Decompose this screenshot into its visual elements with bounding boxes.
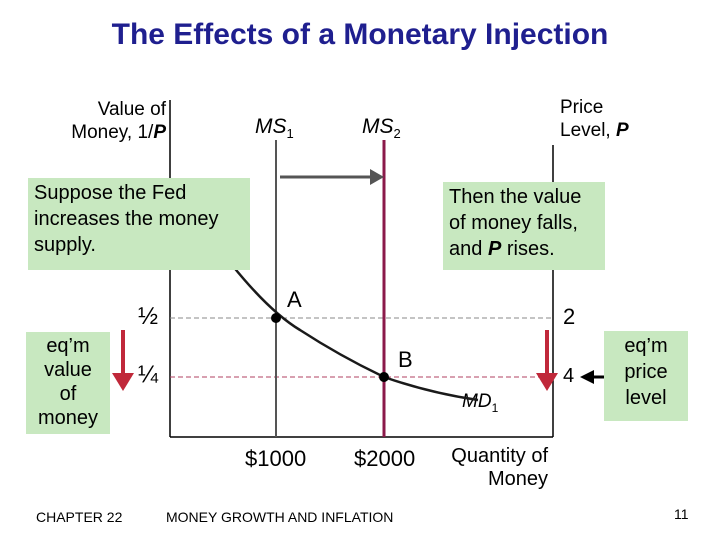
price-4-label: 4 <box>563 365 575 387</box>
slide-title: The Effects of a Monetary Injection <box>111 18 609 51</box>
md-curve <box>231 264 479 402</box>
eqm-price-label: eq’m price level <box>604 331 688 421</box>
value-down-arrowhead <box>112 373 134 391</box>
price-pointer-head <box>580 370 594 384</box>
price-up-arrowhead <box>536 373 558 391</box>
callout-value-falls: Then the value of money falls, and P ris… <box>443 182 605 270</box>
shift-arrowhead <box>370 169 384 185</box>
md-label: MD1 <box>462 391 499 415</box>
quantity-2000-label: $2000 <box>354 446 416 471</box>
ms2-label: MS2 <box>362 115 401 142</box>
callout-fed-increase: Suppose the Fed increases the money supp… <box>28 178 250 270</box>
value-half-label: ½ <box>138 303 159 330</box>
right-axis-label: Price Level, P <box>560 97 629 141</box>
point-a <box>271 313 281 323</box>
price-2-label: 2 <box>563 304 576 329</box>
quantity-1000-label: $1000 <box>245 446 307 471</box>
ms1-label: MS1 <box>255 115 294 142</box>
eqm-value-label: eq’m value of money <box>26 332 110 434</box>
value-quarter-label: ¼ <box>138 361 159 388</box>
point-b-label: B <box>398 347 413 372</box>
footer-title: MONEY GROWTH AND INFLATION <box>166 509 394 525</box>
page-number: 11 <box>674 506 689 522</box>
point-a-label: A <box>287 287 302 312</box>
point-b <box>379 372 389 382</box>
footer-chapter: CHAPTER 22 <box>36 509 123 525</box>
left-axis-label: Value of Money, 1/P <box>71 99 166 143</box>
x-axis-label: Quantity of Money <box>451 445 548 490</box>
